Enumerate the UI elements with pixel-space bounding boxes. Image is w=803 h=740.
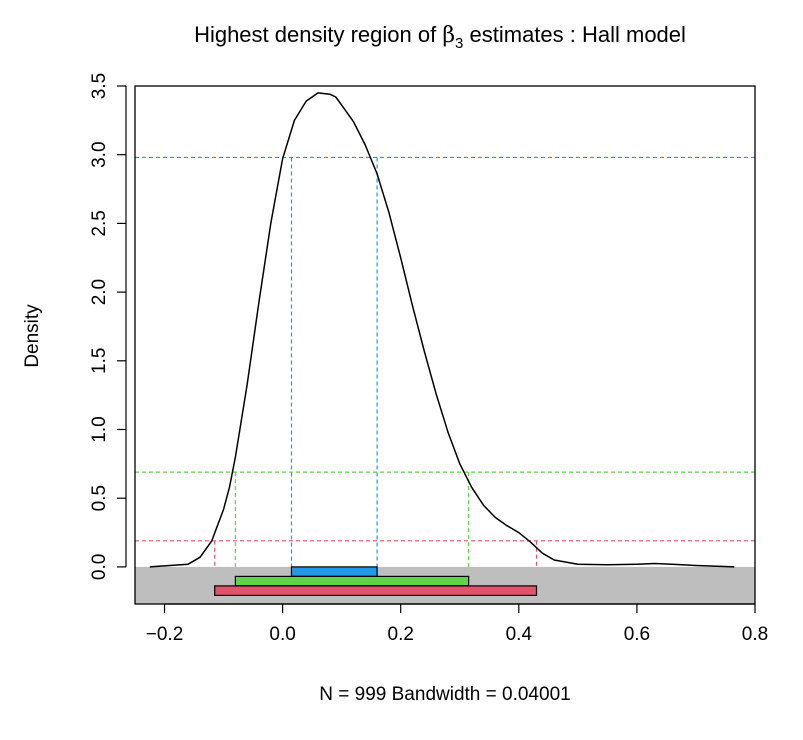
y-axis-label: Density	[22, 304, 43, 368]
hdr-bar-99	[214, 585, 538, 597]
x-tick-label-1: 0.0	[269, 624, 295, 645]
y-tick-label-0: 0.0	[89, 554, 110, 580]
y-tick-label-2: 1.0	[89, 416, 110, 442]
y-tick-label-1: 0.5	[89, 485, 110, 511]
y-tick-label-6: 3.0	[89, 141, 110, 167]
plot-frame	[134, 85, 756, 605]
x-axis-label: N = 999 Bandwidth = 0.04001	[319, 684, 570, 705]
x-tick-label-2: 0.2	[388, 624, 414, 645]
chart-title-main: Highest density region of	[194, 22, 442, 47]
chart-title: Highest density region of β3 estimates :…	[194, 22, 686, 52]
x-tick-label-3: 0.4	[506, 624, 533, 645]
y-tick-label-5: 2.5	[89, 210, 110, 236]
density-curve	[149, 92, 735, 568]
y-tick-label-7: 3.5	[89, 73, 110, 99]
x-tick-label-4: 0.6	[624, 624, 650, 645]
x-tick-label-0: −0.2	[146, 624, 184, 645]
chart-title-subscript: 3	[455, 35, 463, 52]
x-tick-label-5: 0.8	[742, 624, 768, 645]
y-tick-label-4: 2.0	[89, 279, 110, 305]
chart-title-rest: estimates : Hall model	[463, 22, 686, 47]
hdr-bar-95	[234, 575, 470, 587]
hdr-bar-50	[290, 566, 378, 578]
plot-area: −0.2 0.0 0.2 0.4 0.6 0.8 0.0 0.5 1.0 1.5 2.0 2.5 3.0…	[89, 73, 768, 645]
chart-title-beta-symbol: β	[442, 23, 455, 48]
y-tick-label-3: 1.5	[89, 348, 110, 374]
